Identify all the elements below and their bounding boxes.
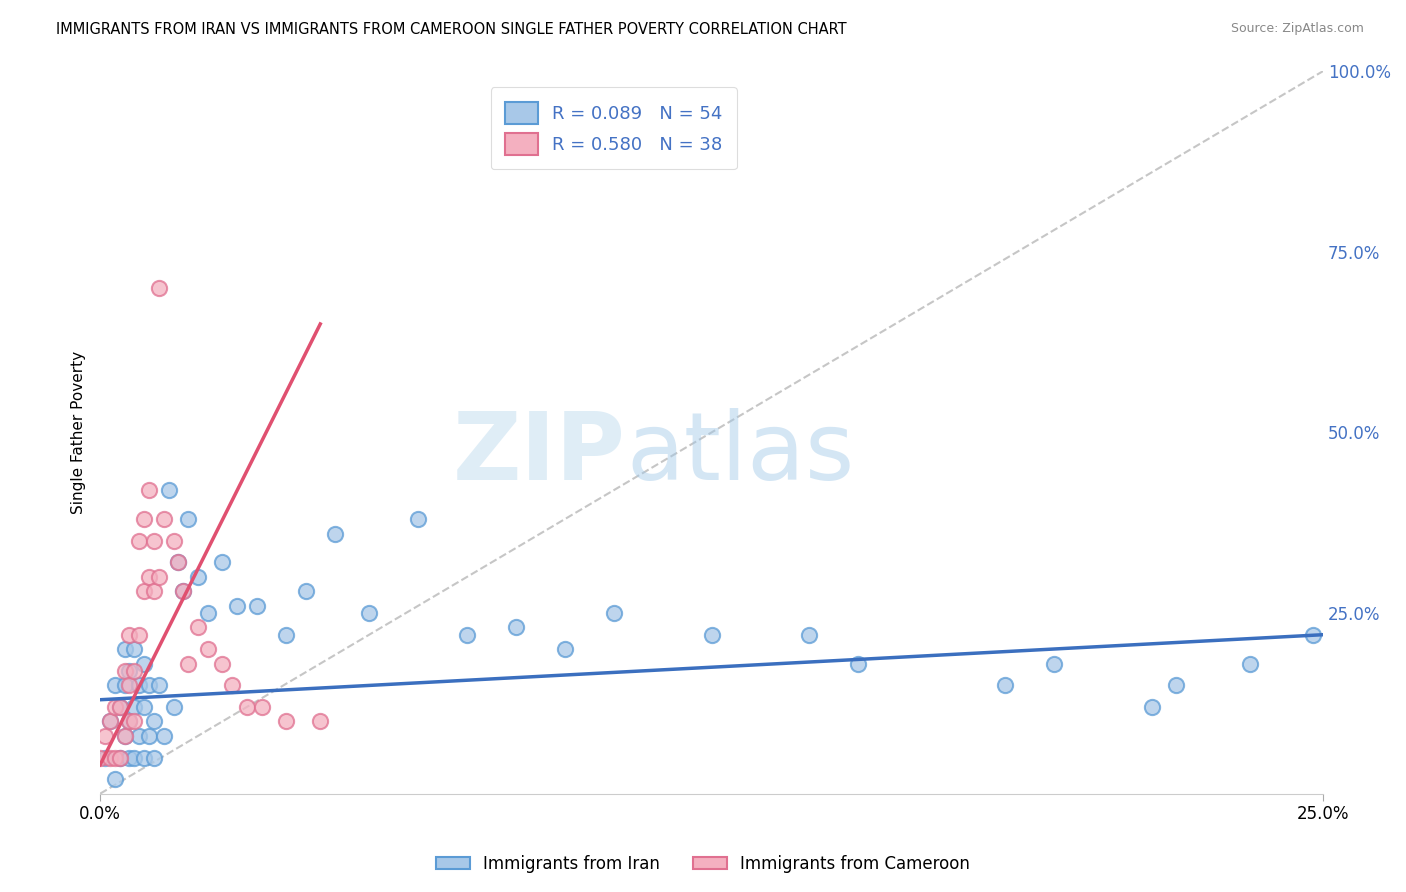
Point [157, 483, 180, 498]
Point [128, 628, 150, 642]
Point [187, 570, 209, 584]
Point [1140, 700, 1163, 714]
Point [118, 628, 141, 642]
Point [114, 729, 136, 743]
Point [294, 584, 316, 599]
Point [148, 570, 170, 584]
Point [603, 606, 626, 620]
Point [138, 678, 160, 692]
Point [167, 556, 190, 570]
Point [89, 750, 111, 764]
Point [700, 628, 723, 642]
Point [162, 533, 184, 548]
Text: ZIP: ZIP [453, 408, 626, 500]
Point [309, 714, 332, 729]
Point [108, 750, 131, 764]
Point [177, 657, 200, 671]
Point [118, 664, 141, 678]
Point [134, 584, 156, 599]
Point [108, 750, 131, 764]
Point [142, 750, 165, 764]
Point [142, 533, 165, 548]
Point [104, 750, 127, 764]
Point [134, 512, 156, 526]
Point [152, 512, 174, 526]
Point [848, 657, 870, 671]
Point [172, 584, 194, 599]
Point [138, 570, 160, 584]
Point [118, 750, 141, 764]
Point [211, 657, 233, 671]
Point [134, 657, 156, 671]
Point [114, 664, 136, 678]
Point [323, 526, 346, 541]
Point [148, 678, 170, 692]
Point [118, 714, 141, 729]
Point [1302, 628, 1324, 642]
Point [799, 628, 821, 642]
Point [108, 700, 131, 714]
Point [104, 700, 127, 714]
Point [1166, 678, 1188, 692]
Point [124, 664, 146, 678]
Point [98, 750, 121, 764]
Point [236, 700, 259, 714]
Text: IMMIGRANTS FROM IRAN VS IMMIGRANTS FROM CAMEROON SINGLE FATHER POVERTY CORRELATI: IMMIGRANTS FROM IRAN VS IMMIGRANTS FROM … [56, 22, 846, 37]
Point [274, 714, 297, 729]
Point [1043, 657, 1066, 671]
Point [554, 642, 576, 657]
Point [406, 512, 429, 526]
Point [138, 729, 160, 743]
Point [98, 714, 121, 729]
Point [177, 512, 200, 526]
Point [197, 642, 219, 657]
Point [197, 606, 219, 620]
Point [148, 281, 170, 295]
Point [187, 620, 209, 634]
Point [274, 628, 297, 642]
Point [114, 729, 136, 743]
Point [226, 599, 249, 613]
Point [142, 714, 165, 729]
Point [108, 700, 131, 714]
Point [128, 533, 150, 548]
Legend: R = 0.089   N = 54, R = 0.580   N = 38: R = 0.089 N = 54, R = 0.580 N = 38 [491, 87, 737, 169]
Point [104, 678, 127, 692]
Point [162, 700, 184, 714]
Point [134, 750, 156, 764]
Point [114, 678, 136, 692]
Point [118, 714, 141, 729]
Point [138, 483, 160, 498]
Point [124, 700, 146, 714]
Point [505, 620, 527, 634]
Point [211, 556, 233, 570]
Point [1239, 657, 1261, 671]
Point [250, 700, 273, 714]
Y-axis label: Single Father Poverty: Single Father Poverty [72, 351, 86, 514]
Point [98, 714, 121, 729]
Point [124, 642, 146, 657]
Point [246, 599, 269, 613]
Point [128, 729, 150, 743]
Point [128, 678, 150, 692]
Point [994, 678, 1017, 692]
Point [94, 750, 117, 764]
Point [456, 628, 478, 642]
Point [124, 714, 146, 729]
Point [167, 556, 190, 570]
Point [94, 729, 117, 743]
Point [124, 750, 146, 764]
Point [359, 606, 381, 620]
Point [172, 584, 194, 599]
Point [104, 772, 127, 787]
Point [114, 642, 136, 657]
Text: atlas: atlas [626, 408, 855, 500]
Point [134, 700, 156, 714]
Text: Source: ZipAtlas.com: Source: ZipAtlas.com [1230, 22, 1364, 36]
Legend: Immigrants from Iran, Immigrants from Cameroon: Immigrants from Iran, Immigrants from Ca… [430, 848, 976, 880]
Point [142, 584, 165, 599]
Point [118, 678, 141, 692]
Point [152, 729, 174, 743]
Point [221, 678, 243, 692]
